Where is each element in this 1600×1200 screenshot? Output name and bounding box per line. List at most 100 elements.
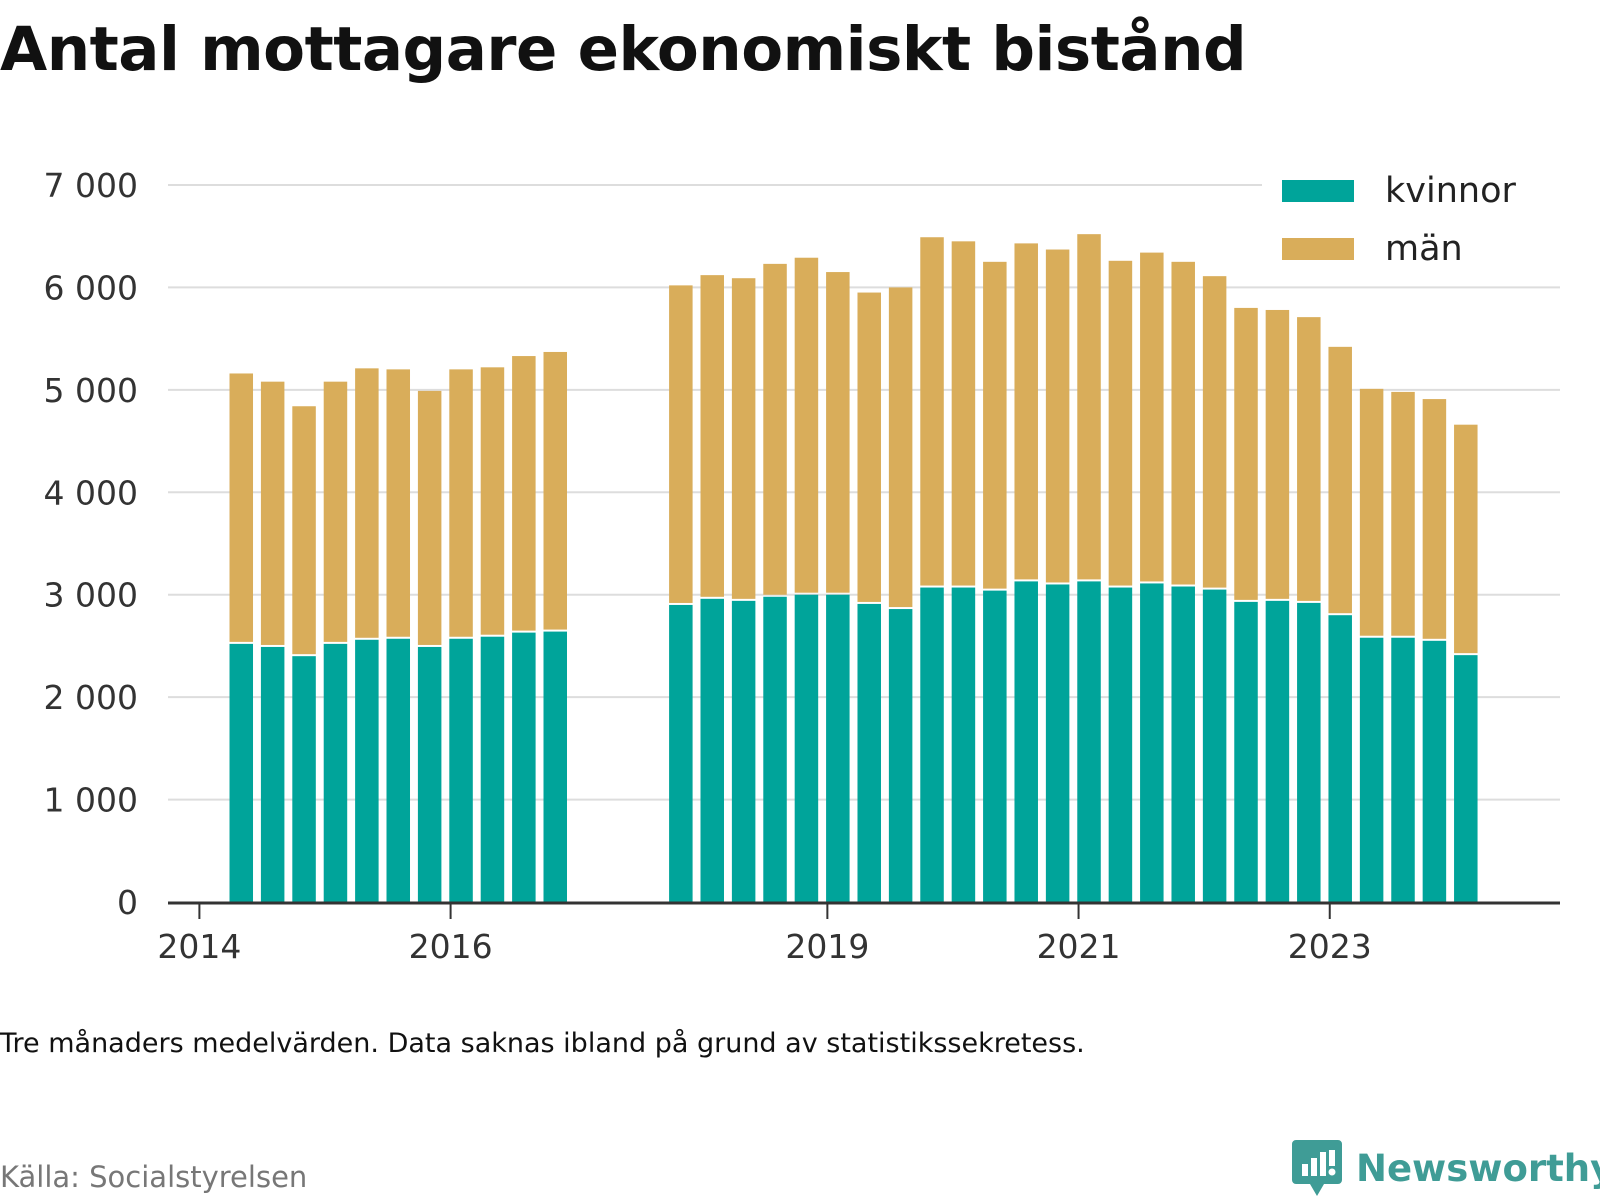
bar-man: [1014, 243, 1038, 580]
bar-man: [355, 368, 379, 638]
bar-kvinnor: [449, 638, 473, 902]
y-tick-label: 4 000: [44, 473, 138, 512]
bar-man: [731, 278, 756, 599]
bar-kvinnor: [1265, 600, 1290, 902]
stacked-bar-chart: 0 1 000 2 000 3 000 4 000 5 000 6 000 7 000 201…: [43, 162, 1562, 966]
legend: kvinnor män: [1262, 162, 1562, 280]
y-tick-label: 3 000: [44, 576, 138, 615]
bar-man: [512, 356, 536, 631]
bar-man: [1077, 234, 1101, 580]
y-axis-ticks: 0 1 000 2 000 3 000 4 000 5 000 6 000 7 000: [44, 166, 138, 922]
bar-man: [1422, 399, 1447, 639]
bar-kvinnor: [1297, 602, 1321, 902]
bar-man: [449, 369, 473, 637]
bar-kvinnor: [1454, 655, 1478, 902]
bar-man: [386, 369, 411, 637]
legend-swatch: [1282, 180, 1354, 202]
bar-kvinnor: [543, 631, 567, 902]
y-tick-label: 1 000: [44, 781, 138, 820]
bar-man: [1328, 346, 1352, 614]
bar-kvinnor: [951, 587, 976, 902]
bar-man: [1265, 309, 1290, 599]
y-tick-label: 0: [117, 883, 138, 922]
x-tick-label: 2023: [1288, 927, 1372, 966]
bar-kvinnor: [1045, 584, 1070, 902]
bar-kvinnor: [763, 596, 787, 902]
bar-kvinnor: [1014, 581, 1038, 902]
bar-man: [543, 351, 567, 630]
bar-man: [480, 367, 505, 635]
bar-kvinnor: [260, 646, 285, 902]
bar-kvinnor: [1328, 615, 1352, 902]
bar-kvinnor: [857, 603, 881, 902]
bar-kvinnor: [512, 632, 536, 902]
bar-man: [417, 390, 442, 645]
bar-kvinnor: [1140, 583, 1164, 902]
bar-man: [1234, 307, 1258, 600]
bar-kvinnor: [1422, 640, 1447, 902]
bars: [229, 234, 1478, 902]
y-tick-label: 5 000: [44, 371, 138, 410]
bar-man: [1202, 276, 1227, 588]
brand-name: Newsworthy: [1356, 1146, 1600, 1190]
bar-kvinnor: [1077, 581, 1101, 902]
chart-note: Tre månaders medelvärden. Data saknas ib…: [0, 1028, 1085, 1059]
bar-man: [951, 241, 976, 586]
bar-man: [1391, 391, 1415, 636]
bar-kvinnor: [417, 646, 442, 902]
newsworthy-logo-icon: [1292, 1140, 1342, 1196]
bar-kvinnor: [1171, 586, 1195, 902]
bar-kvinnor: [920, 587, 944, 902]
bar-man: [1045, 249, 1070, 583]
bar-man: [1108, 260, 1133, 586]
bar-kvinnor: [826, 594, 850, 902]
bar-kvinnor: [386, 638, 411, 902]
bar-kvinnor: [323, 643, 348, 902]
bar-man: [1297, 317, 1321, 601]
bar-man: [700, 275, 724, 597]
bar-man: [826, 272, 850, 593]
bar-man: [229, 373, 254, 642]
bar-man: [1454, 424, 1478, 654]
x-tick-label: 2016: [409, 927, 493, 966]
bar-man: [920, 237, 944, 586]
bar-kvinnor: [700, 598, 724, 902]
bar-man: [1359, 388, 1384, 636]
bar-man: [292, 406, 316, 655]
brand-logo[interactable]: Newsworthy: [1292, 1140, 1600, 1196]
bar-man: [983, 261, 1007, 589]
bar-kvinnor: [669, 604, 693, 902]
x-tick-label: 2014: [157, 927, 241, 966]
bar-kvinnor: [1391, 637, 1415, 902]
x-axis: 2014 2016 2019 2021 2023: [157, 901, 1560, 966]
bar-kvinnor: [229, 643, 254, 902]
bar-kvinnor: [983, 590, 1007, 902]
bar-kvinnor: [1202, 589, 1227, 902]
bar-kvinnor: [355, 639, 379, 902]
bar-kvinnor: [1108, 587, 1133, 902]
x-tick-label: 2021: [1037, 927, 1121, 966]
bar-kvinnor: [794, 594, 819, 902]
bar-kvinnor: [888, 609, 913, 902]
y-tick-label: 6 000: [44, 268, 138, 307]
bar-man: [669, 285, 693, 603]
bar-kvinnor: [731, 600, 756, 902]
bar-kvinnor: [480, 636, 505, 902]
bar-kvinnor: [1359, 637, 1384, 902]
bar-man: [794, 257, 819, 593]
legend-swatch: [1282, 238, 1354, 260]
y-tick-label: 2 000: [44, 678, 138, 717]
bar-man: [888, 287, 913, 608]
bar-man: [260, 381, 285, 645]
bar-man: [763, 263, 787, 595]
bar-man: [323, 381, 348, 642]
bar-man: [857, 292, 881, 602]
bar-kvinnor: [1234, 601, 1258, 902]
bar-man: [1171, 261, 1195, 585]
chart-title: Antal mottagare ekonomiskt bistånd: [0, 14, 1247, 85]
legend-label: kvinnor: [1385, 171, 1516, 211]
y-tick-label: 7 000: [44, 166, 138, 205]
bar-man: [1140, 252, 1164, 582]
legend-label: män: [1385, 229, 1463, 269]
source-credit: Källa: Socialstyrelsen: [0, 1160, 308, 1194]
